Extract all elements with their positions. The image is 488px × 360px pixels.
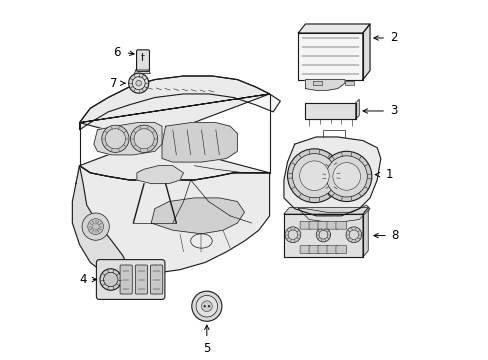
Circle shape: [207, 305, 210, 307]
FancyBboxPatch shape: [300, 246, 310, 253]
Polygon shape: [72, 166, 129, 277]
Text: 8: 8: [391, 229, 398, 242]
Circle shape: [299, 161, 328, 190]
Circle shape: [100, 269, 121, 290]
FancyBboxPatch shape: [326, 246, 337, 253]
FancyBboxPatch shape: [136, 50, 149, 71]
Polygon shape: [284, 208, 367, 214]
Circle shape: [103, 273, 118, 287]
FancyBboxPatch shape: [344, 81, 353, 85]
Circle shape: [128, 73, 148, 93]
Text: 3: 3: [389, 104, 396, 117]
Text: 2: 2: [389, 31, 396, 45]
Circle shape: [130, 125, 158, 152]
FancyBboxPatch shape: [150, 265, 163, 294]
FancyBboxPatch shape: [312, 81, 321, 85]
FancyBboxPatch shape: [120, 265, 132, 294]
Circle shape: [321, 151, 371, 202]
Circle shape: [287, 230, 297, 239]
Text: 5: 5: [203, 342, 210, 355]
Circle shape: [332, 163, 360, 190]
FancyBboxPatch shape: [335, 221, 346, 229]
FancyBboxPatch shape: [317, 246, 328, 253]
Text: 7: 7: [109, 77, 117, 90]
Circle shape: [203, 305, 205, 307]
Circle shape: [287, 149, 341, 203]
Polygon shape: [151, 198, 244, 234]
Polygon shape: [355, 99, 359, 119]
Polygon shape: [305, 103, 355, 119]
Text: 6: 6: [113, 46, 121, 59]
Text: 1: 1: [386, 168, 393, 181]
Polygon shape: [305, 80, 344, 90]
FancyBboxPatch shape: [300, 221, 310, 229]
Polygon shape: [284, 214, 362, 257]
Circle shape: [292, 154, 336, 198]
Polygon shape: [137, 166, 183, 184]
Polygon shape: [298, 24, 369, 33]
FancyBboxPatch shape: [135, 265, 147, 294]
Circle shape: [316, 228, 330, 242]
Polygon shape: [298, 33, 362, 80]
Polygon shape: [134, 70, 150, 73]
Circle shape: [196, 296, 217, 317]
Circle shape: [319, 230, 327, 239]
Circle shape: [348, 230, 358, 239]
Polygon shape: [362, 24, 369, 80]
Circle shape: [102, 125, 129, 152]
Text: 4: 4: [79, 273, 86, 286]
Circle shape: [191, 291, 222, 321]
Polygon shape: [76, 166, 269, 273]
Circle shape: [134, 129, 154, 149]
FancyBboxPatch shape: [326, 221, 337, 229]
Polygon shape: [80, 76, 269, 180]
FancyBboxPatch shape: [308, 221, 319, 229]
Circle shape: [136, 80, 142, 86]
Circle shape: [82, 213, 109, 240]
FancyBboxPatch shape: [335, 246, 346, 253]
FancyBboxPatch shape: [96, 260, 164, 300]
Polygon shape: [362, 208, 367, 257]
Circle shape: [325, 156, 366, 197]
Circle shape: [201, 301, 212, 312]
Circle shape: [132, 77, 145, 90]
Polygon shape: [162, 123, 237, 162]
Polygon shape: [94, 123, 162, 155]
Polygon shape: [284, 137, 380, 216]
Circle shape: [88, 219, 103, 234]
Polygon shape: [80, 76, 280, 130]
FancyBboxPatch shape: [308, 246, 319, 253]
Circle shape: [346, 227, 361, 243]
Circle shape: [285, 227, 300, 243]
Polygon shape: [298, 205, 369, 223]
Circle shape: [105, 129, 125, 149]
FancyBboxPatch shape: [317, 221, 328, 229]
